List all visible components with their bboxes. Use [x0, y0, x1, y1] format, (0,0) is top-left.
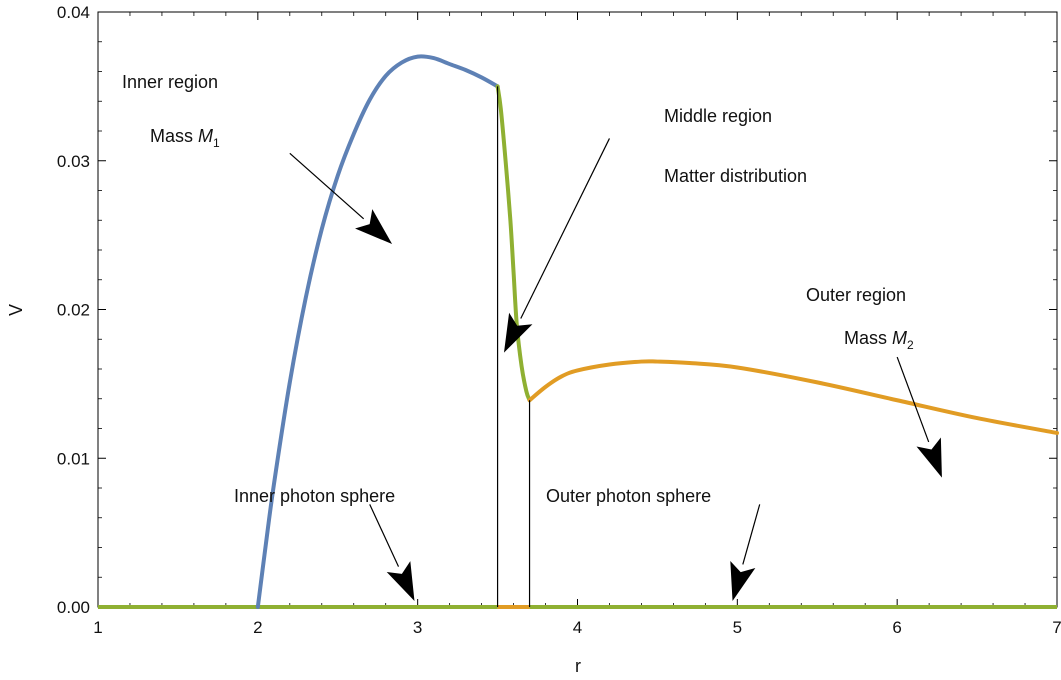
y-tick-label: 0.01	[57, 449, 90, 468]
annotation-outer-region: Outer region	[806, 285, 906, 305]
x-tick-label: 1	[93, 618, 102, 637]
vertical-lines	[496, 86, 531, 607]
annotation-inner-photon-sphere: Inner photon sphere	[234, 486, 395, 506]
plot-border	[97, 11, 1058, 608]
annotation-mass-m2-text: Mass	[844, 328, 892, 348]
arrow-inner-photon-sphere-head	[386, 561, 415, 602]
annotation-matter-distribution: Matter distribution	[664, 166, 807, 186]
arrow-mass-m2	[896, 356, 942, 478]
x-tick-label: 4	[573, 618, 582, 637]
x-tick-label: 3	[413, 618, 422, 637]
x-tick-label: 2	[253, 618, 262, 637]
x-tick-label: 7	[1052, 618, 1061, 637]
x-tick-label: 5	[733, 618, 742, 637]
annotation-mass-m1-symbol: M	[198, 126, 213, 146]
annotation-mass-m2-symbol: M	[892, 328, 907, 348]
arrow-mass-m1-shaft	[289, 152, 365, 220]
annotation-mass-m2: Mass M2	[844, 328, 914, 352]
arrow-mass-m2-head	[916, 437, 942, 478]
arrow-outer-photon-sphere	[730, 504, 761, 602]
y-axis-label: V	[6, 304, 26, 316]
y-tick-label: 0.00	[57, 598, 90, 617]
annotation-mass-m1-text: Mass	[150, 126, 198, 146]
annotation-mass-m2-sub: 2	[907, 338, 914, 352]
x-tick-label: 6	[892, 618, 901, 637]
series-inner-line	[255, 54, 500, 609]
arrow-inner-photon-sphere-shaft	[369, 504, 400, 567]
series-layer	[98, 54, 1059, 609]
arrow-mass-m1-head	[355, 209, 393, 245]
arrow-mass-m2-shaft	[896, 356, 930, 443]
series-outer-line	[527, 359, 1059, 435]
annotation-mass-m1: Mass M1	[150, 126, 220, 150]
arrow-outer-photon-sphere-shaft	[742, 504, 761, 565]
arrow-matter-distribution-shaft	[520, 138, 611, 319]
arrow-inner-photon-sphere	[369, 504, 415, 602]
series-middle-line	[495, 84, 532, 403]
y-tick-label: 0.03	[57, 152, 90, 171]
x-axis-label: r	[575, 656, 581, 676]
annotation-middle-region: Middle region	[664, 106, 772, 126]
axis-ticks: 1 2 3 4 5 6 7 0.00 0.01 0.02 0.03 0.04	[57, 3, 1061, 637]
arrow-matter-distribution	[503, 138, 611, 353]
annotation-outer-photon-sphere: Outer photon sphere	[546, 486, 711, 506]
arrow-matter-distribution-head	[503, 312, 533, 353]
y-tick-label: 0.04	[57, 3, 90, 22]
annotation-mass-m1-sub: 1	[213, 136, 220, 150]
annotation-inner-region: Inner region	[122, 72, 218, 92]
y-tick-label: 0.02	[57, 301, 90, 320]
arrow-mass-m1	[289, 152, 393, 245]
plot-frame	[97, 11, 1058, 608]
arrow-outer-photon-sphere-head	[730, 560, 756, 602]
arrows	[289, 138, 942, 602]
